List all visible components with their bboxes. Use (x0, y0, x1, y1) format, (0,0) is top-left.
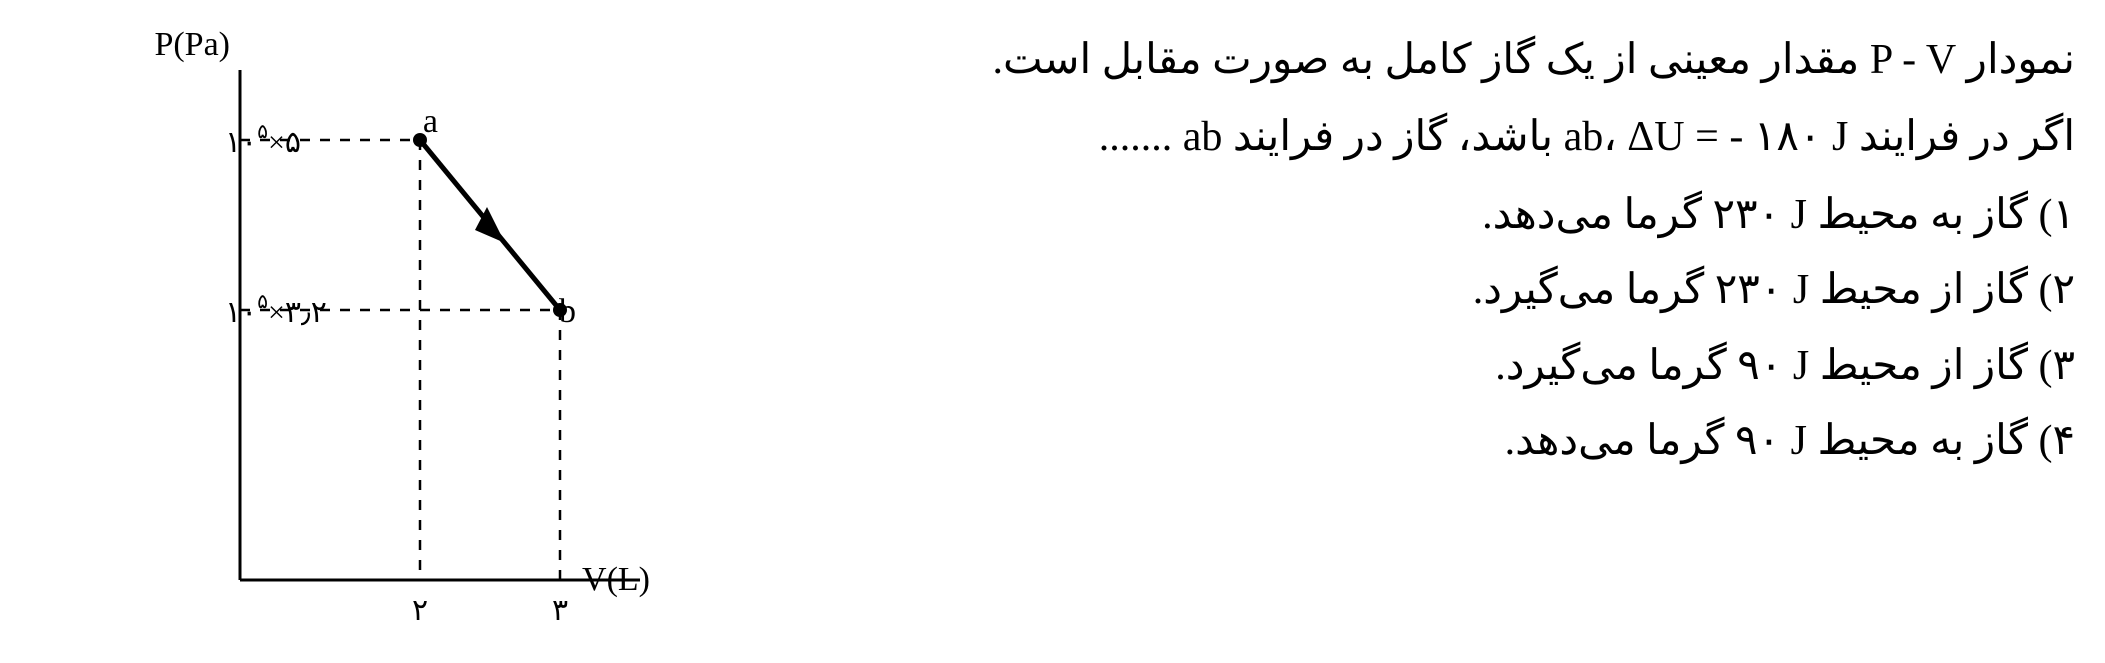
y-axis-label: P(Pa) (154, 26, 230, 63)
opt3-prefix: ۳) گاز از محیط (1809, 343, 2075, 389)
x-tick-1: ۲ (412, 594, 428, 627)
question-line-1: نمودار P - V مقدار معینی از یک گاز کامل … (820, 25, 2075, 96)
opt1-latin: ۲۳۰ J (1712, 192, 1807, 238)
question-line-2: اگر در فرایند ab، ΔU = - ۱۸۰ J باشد، گاز… (820, 102, 2075, 173)
point-a-label: a (423, 103, 438, 140)
opt4-suffix: گرما می‌دهد. (1505, 418, 1735, 464)
x-tick-2: ۳ (552, 594, 568, 627)
q2-latin3: ab (1183, 114, 1223, 160)
opt1-suffix: گرما می‌دهد. (1482, 192, 1712, 238)
opt4-latin: ۹۰ J (1735, 418, 1807, 464)
q1-suffix: مقدار معینی از یک گاز کامل به صورت مقابل… (993, 37, 1870, 83)
q2-latin1: ab (1564, 114, 1604, 160)
q2-prefix: اگر در فرایند (1848, 114, 2075, 160)
q2-end: ....... (1099, 114, 1183, 160)
pv-chart: a b P(Pa) V(L) ۵×۱۰۵ ۳٫۲×۱۰۵ ۲ ۳ (80, 20, 720, 640)
q2-suffix: باشد، گاز در فرایند (1222, 114, 1563, 160)
opt2-prefix: ۲) گاز از محیط (1809, 267, 2075, 313)
q2-latin2: ΔU = - ۱۸۰ J (1627, 114, 1848, 160)
question-text-region: نمودار P - V مقدار معینی از یک گاز کامل … (760, 0, 2105, 663)
option-2: ۲) گاز از محیط ۲۳۰ J گرما می‌گیرد. (820, 255, 2075, 326)
y-tick-2: ۳٫۲×۱۰۵ (225, 291, 327, 329)
opt2-suffix: گرما می‌گیرد. (1473, 267, 1715, 313)
opt4-prefix: ۴) گاز به محیط (1807, 418, 2075, 464)
q1-prefix: نمودار (1956, 37, 2075, 83)
opt1-prefix: ۱) گاز به محیط (1807, 192, 2075, 238)
option-3: ۳) گاز از محیط ۹۰ J گرما می‌گیرد. (820, 331, 2075, 402)
pv-diagram-region: a b P(Pa) V(L) ۵×۱۰۵ ۳٫۲×۱۰۵ ۲ ۳ (0, 0, 760, 663)
x-axis-label: V(L) (582, 561, 650, 598)
y-tick-1: ۵×۱۰۵ (225, 121, 301, 159)
option-1: ۱) گاز به محیط ۲۳۰ J گرما می‌دهد. (820, 180, 2075, 251)
opt2-latin: ۲۳۰ J (1715, 267, 1810, 313)
q1-latin1: P - V (1870, 37, 1956, 83)
q2-mid: ، (1603, 114, 1627, 160)
opt3-suffix: گرما می‌گیرد. (1495, 343, 1737, 389)
opt3-latin: ۹۰ J (1737, 343, 1809, 389)
option-4: ۴) گاز به محیط ۹۰ J گرما می‌دهد. (820, 406, 2075, 477)
point-b-label: b (559, 293, 576, 330)
